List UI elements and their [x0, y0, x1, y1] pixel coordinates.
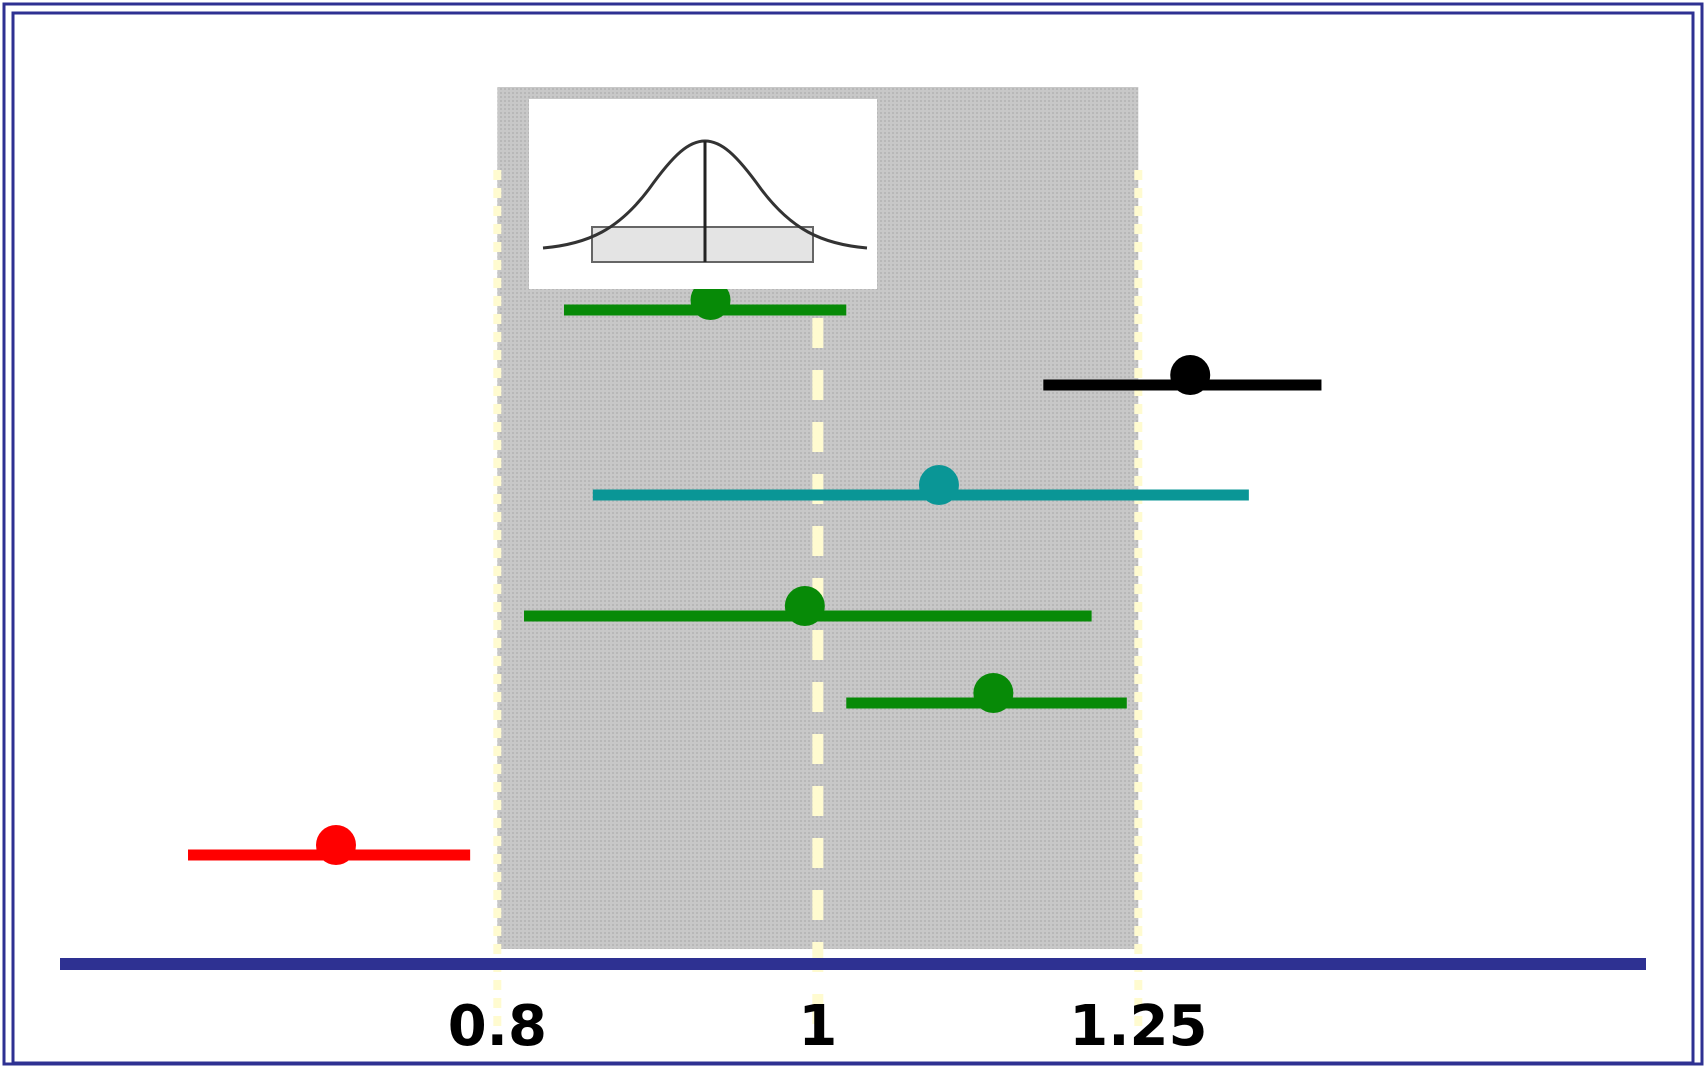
point-estimate [784, 586, 825, 626]
x-tick-label: 1.25 [1069, 994, 1207, 1059]
x-tick-label: 1 [798, 994, 837, 1059]
x-tick-label: 0.8 [448, 994, 547, 1059]
point-estimate [690, 280, 731, 320]
inset-normal-curve [529, 99, 877, 289]
inner-frame [11, 11, 1695, 1065]
point-estimate [1170, 355, 1211, 395]
point-estimate [918, 465, 959, 505]
point-estimate [315, 825, 356, 865]
point-estimate [973, 673, 1014, 713]
